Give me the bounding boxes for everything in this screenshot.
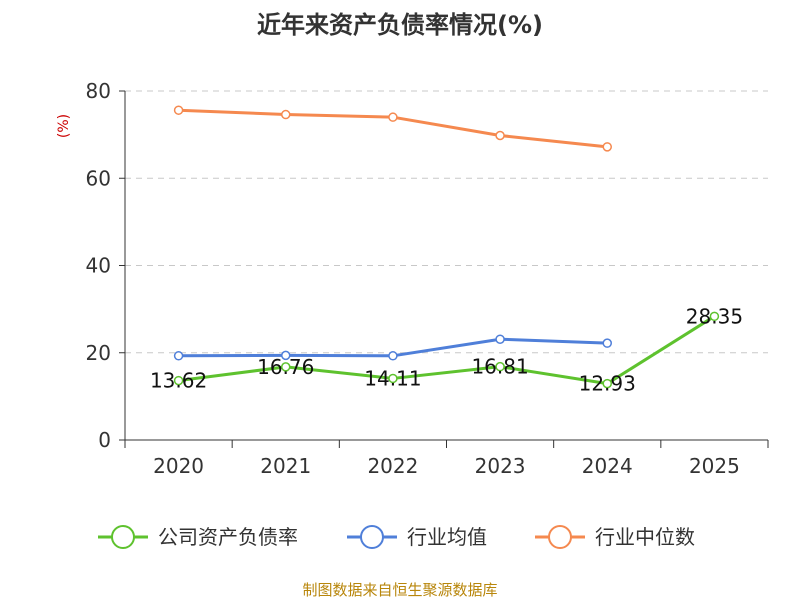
y-tick-label-4: 80 [86, 79, 111, 103]
gridlines [125, 90, 768, 354]
series-2-point-2020[interactable] [173, 105, 184, 115]
data-label-2023: 16.81 [471, 355, 528, 379]
y-tick-label-1: 20 [86, 341, 111, 365]
series-1-point-2021[interactable] [281, 350, 291, 361]
series-0-point-2022[interactable] [388, 373, 398, 384]
x-tick-label-2024: 2024 [582, 454, 633, 478]
series-2-point-2021[interactable] [281, 109, 291, 120]
series-0-point-2023[interactable] [495, 361, 505, 372]
y-tick-label-0: 0 [98, 428, 111, 452]
series-2-point-2022[interactable] [388, 112, 398, 122]
data-label-2021: 16.76 [257, 355, 314, 379]
legend[interactable]: 公司资产负债率 行业均值 行业中位数 [98, 525, 695, 549]
source-note: 制图数据来自恒生聚源数据库 [302, 581, 497, 599]
x-tick-label-2025: 2025 [689, 454, 740, 478]
x-tick-label-2022: 2022 [367, 454, 418, 478]
legend-marker-0 [111, 525, 135, 549]
series-line-0 [178, 315, 716, 386]
x-tick-label-2020: 2020 [153, 454, 204, 478]
legend-label-2: 行业中位数 [595, 525, 695, 549]
series-lines [173, 105, 720, 389]
axes: 0 20 40 60 80 2020 2021 2022 2023 2024 2025 [86, 79, 769, 478]
series-0-point-2020[interactable] [173, 375, 184, 386]
x-tick-label-2023: 2023 [475, 454, 526, 478]
legend-label-0: 公司资产负债率 [158, 525, 298, 549]
legend-item-1[interactable]: 行业均值 [347, 525, 487, 549]
legend-marker-2 [548, 525, 572, 549]
data-label-2022: 14.11 [364, 366, 421, 390]
series-0-point-2025[interactable] [709, 311, 720, 322]
y-tick-label-3: 60 [86, 166, 111, 190]
legend-marker-1 [360, 525, 384, 549]
series-2-point-2023[interactable] [495, 130, 505, 141]
series-1-point-2020[interactable] [173, 351, 184, 361]
series-0-point-2021[interactable] [281, 362, 291, 372]
series-0-point-2024[interactable] [602, 378, 612, 389]
legend-label-1: 行业均值 [407, 525, 487, 549]
y-tick-label-2: 40 [86, 254, 111, 278]
legend-item-2[interactable]: 行业中位数 [535, 525, 695, 549]
series-2-point-2024[interactable] [602, 142, 612, 152]
y-axis-unit: (%) [56, 114, 72, 138]
data-label-2024: 12.93 [579, 372, 636, 396]
series-1-point-2024[interactable] [602, 338, 612, 348]
series-1-point-2022[interactable] [388, 351, 398, 361]
data-label-2025: 28.35 [686, 304, 743, 328]
legend-item-0[interactable]: 公司资产负债率 [98, 525, 298, 549]
series-1-point-2023[interactable] [495, 334, 505, 344]
data-label-2020: 13.62 [150, 369, 207, 393]
chart-title: 近年来资产负债率情况(%) [257, 11, 543, 39]
x-tick-label-2021: 2021 [260, 454, 311, 478]
data-labels: 13.62 16.76 14.11 16.81 12.93 28.35 [150, 304, 743, 395]
